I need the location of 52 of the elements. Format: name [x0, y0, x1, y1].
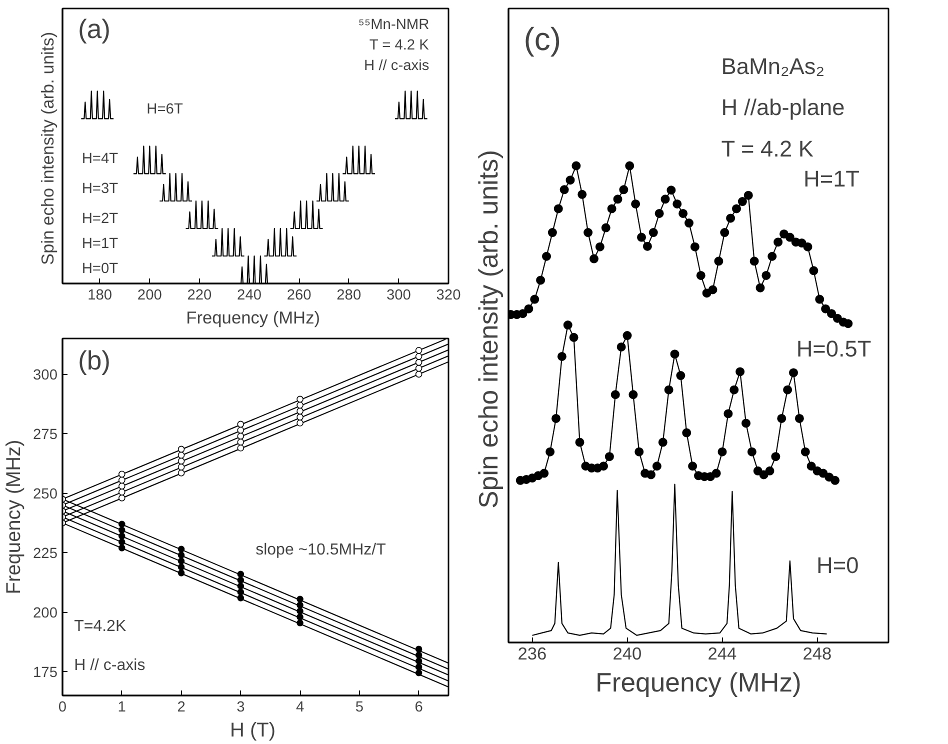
text: T = 4.2 K: [369, 37, 430, 54]
annotation: H=2T: [82, 210, 118, 227]
text: T = 4.2 K: [721, 135, 814, 162]
x-tick-label: 320: [436, 288, 461, 304]
x-tick-label: 2: [177, 700, 186, 716]
text: (a): [78, 14, 111, 44]
x-axis-title: H (T): [230, 720, 276, 742]
annotation: slope ~10.5MHz/T: [256, 542, 386, 559]
x-axis-title: Frequency (MHz): [596, 668, 802, 698]
y-axis-title: Spin echo intensity (arb. units): [474, 150, 504, 508]
annotation: H=1T: [82, 236, 118, 252]
x-tick-label: 220: [187, 288, 212, 304]
x-tick-label: 244: [708, 644, 738, 664]
x-tick-label: 4: [296, 700, 304, 716]
annotation: H=6T: [146, 102, 183, 118]
annotation: (b): [78, 346, 111, 376]
text: H //ab-plane: [721, 94, 845, 120]
annotation: H=0T: [82, 260, 118, 277]
y-axis-title: Spin echo intensity (arb. units): [38, 32, 58, 265]
text: ⁵⁵Mn-NMR: [358, 16, 430, 33]
text: H // c-axis: [364, 58, 430, 74]
annotation: H=0: [816, 552, 859, 578]
x-tick-label: 0: [58, 700, 67, 716]
y-tick-label: 250: [33, 486, 58, 503]
annotation: T=4.2K: [74, 618, 126, 635]
x-tick-label: 280: [336, 288, 362, 304]
annotation: H // c-axis: [74, 657, 146, 674]
x-tick-label: 180: [88, 288, 112, 304]
y-tick-label: 225: [33, 546, 58, 562]
x-tick-label: 200: [137, 288, 162, 304]
annotation: H=1T: [803, 165, 860, 192]
x-tick-label: 248: [802, 644, 832, 664]
y-tick-label: 200: [33, 606, 58, 622]
y-tick-label: 175: [33, 665, 58, 682]
x-tick-label: 236: [518, 644, 547, 664]
y-tick-label: 300: [33, 368, 58, 384]
text: BaMn₂As₂: [721, 52, 825, 79]
x-tick-label: 260: [286, 288, 312, 304]
x-tick-label: 5: [355, 700, 364, 716]
x-tick-label: 1: [118, 700, 126, 716]
annotation: H=0.5T: [796, 335, 872, 362]
x-tick-label: 300: [386, 288, 411, 304]
x-tick-label: 240: [612, 644, 642, 664]
annotation: H=4T: [82, 150, 118, 167]
y-tick-label: 275: [33, 427, 58, 444]
x-tick-label: 6: [414, 700, 423, 716]
x-tick-label: 240: [237, 288, 262, 304]
annotation: H=3T: [82, 181, 118, 198]
y-axis-title: Frequency (MHz): [3, 440, 26, 594]
x-tick-label: 3: [236, 700, 245, 716]
text: (c): [524, 21, 562, 58]
x-axis-title: Frequency (MHz): [186, 308, 320, 328]
